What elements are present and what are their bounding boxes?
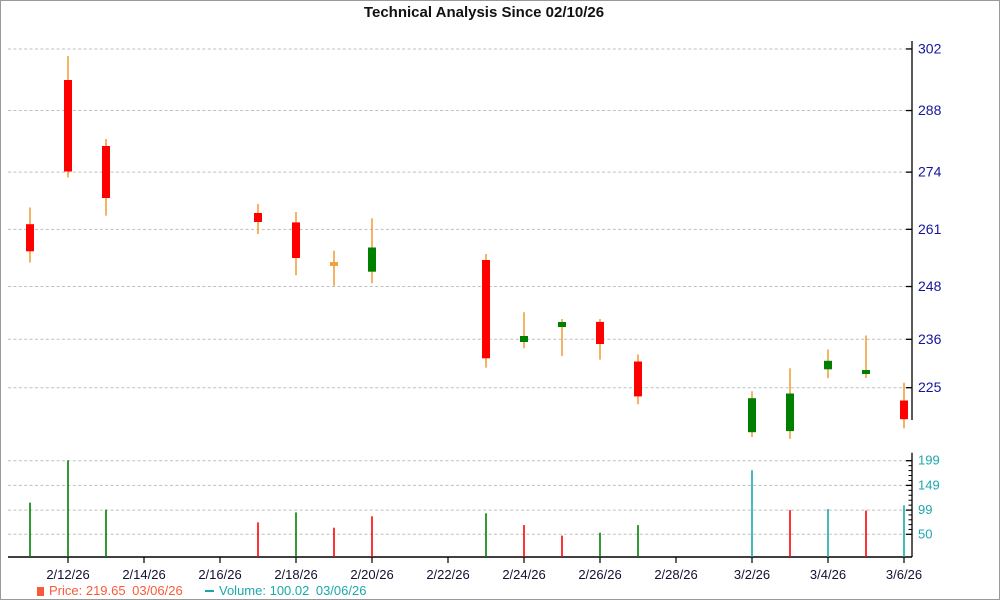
svg-text:2/14/26: 2/14/26 [122, 567, 165, 582]
svg-text:2/16/26: 2/16/26 [198, 567, 241, 582]
svg-text:274: 274 [918, 164, 942, 180]
svg-text:2/28/26: 2/28/26 [654, 567, 697, 582]
svg-text:248: 248 [918, 278, 942, 294]
svg-text:3/4/26: 3/4/26 [810, 567, 846, 582]
svg-text:2/18/26: 2/18/26 [274, 567, 317, 582]
svg-text:225: 225 [918, 379, 942, 395]
svg-text:2/22/26: 2/22/26 [426, 567, 469, 582]
svg-text:3/6/26: 3/6/26 [886, 567, 922, 582]
svg-text:199: 199 [918, 453, 940, 468]
svg-text:2/12/26: 2/12/26 [46, 567, 89, 582]
svg-text:149: 149 [918, 477, 940, 492]
svg-text:3/2/26: 3/2/26 [734, 567, 770, 582]
svg-text:302: 302 [918, 40, 942, 56]
svg-text:50: 50 [918, 526, 932, 541]
svg-text:288: 288 [918, 102, 942, 118]
svg-text:99: 99 [918, 502, 932, 517]
svg-text:236: 236 [918, 331, 942, 347]
svg-text:2/24/26: 2/24/26 [502, 567, 545, 582]
svg-text:261: 261 [918, 221, 942, 237]
svg-text:2/20/26: 2/20/26 [350, 567, 393, 582]
svg-text:2/26/26: 2/26/26 [578, 567, 621, 582]
